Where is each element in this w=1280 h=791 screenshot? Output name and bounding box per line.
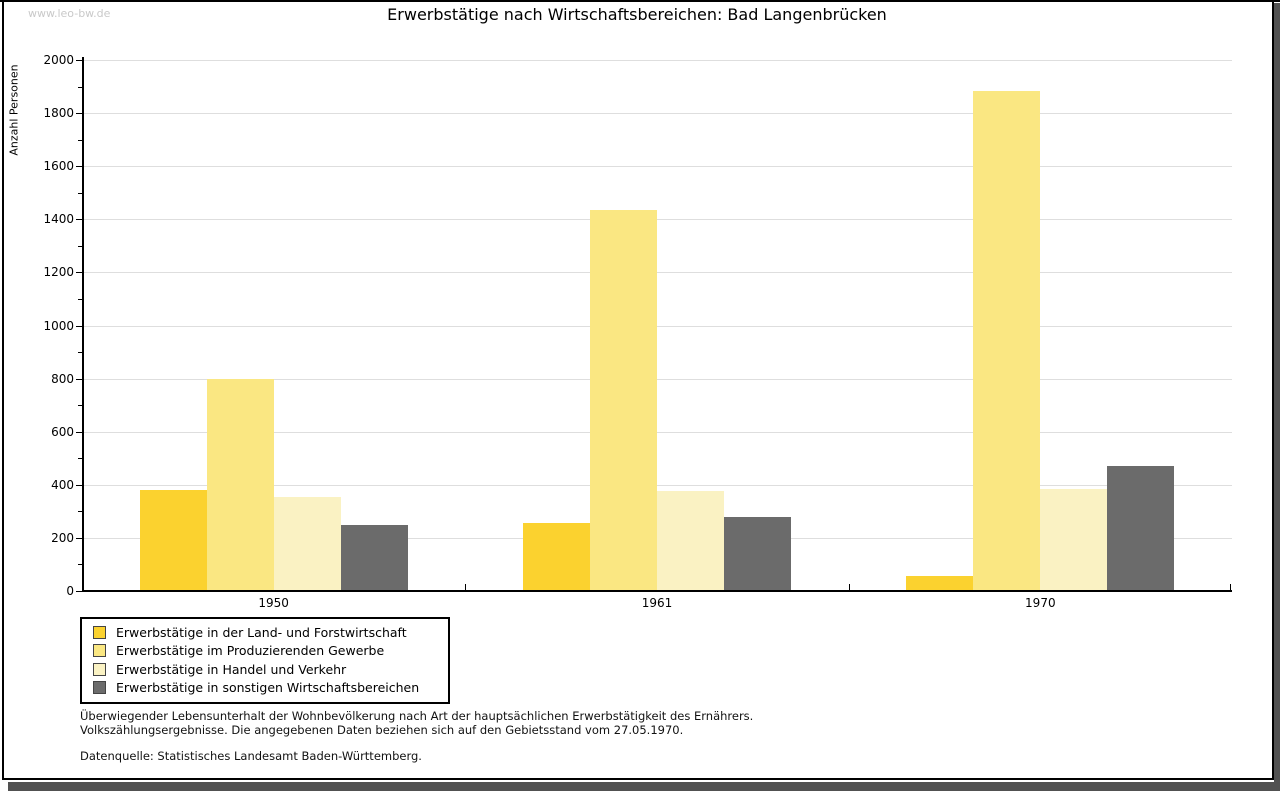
bar: [973, 90, 1041, 591]
legend-color-swatch: [93, 681, 106, 695]
y-tick-label: 1000: [43, 318, 74, 333]
y-tick-label: 1600: [43, 159, 74, 174]
legend-row: Erwerbstätige in der Land- und Forstwirt…: [90, 623, 440, 642]
x-tick-label: 1970: [1025, 596, 1056, 610]
legend-color-swatch: [93, 662, 106, 676]
legend-label: Erwerbstätige in der Land- und Forstwirt…: [116, 624, 407, 640]
y-tick-label: 1200: [43, 265, 74, 280]
y-minor-tick: [78, 564, 82, 566]
y-gridline: [82, 378, 1232, 380]
legend: Erwerbstätige in der Land- und Forstwirt…: [80, 617, 450, 704]
x-boundary-tick: [848, 584, 850, 590]
y-tick-label: 200: [51, 530, 74, 545]
y-gridline: [82, 166, 1232, 168]
y-minor-tick: [78, 405, 82, 407]
y-gridline: [82, 484, 1232, 486]
y-major-tick: [76, 325, 82, 327]
y-major-tick: [76, 484, 82, 486]
y-minor-tick: [78, 298, 82, 300]
y-minor-tick: [78, 86, 82, 88]
y-tick-label: 2000: [43, 53, 74, 67]
legend-row: Erwerbstätige in sonstigen Wirtschaftsbe…: [90, 679, 440, 698]
y-minor-tick: [78, 511, 82, 513]
bar: [590, 210, 657, 591]
y-major-tick: [76, 272, 82, 274]
y-major-tick: [76, 591, 82, 592]
x-boundary-tick: [1230, 584, 1231, 590]
y-tick-label: 1400: [43, 212, 74, 227]
legend-label: Erwerbstätige in sonstigen Wirtschaftsbe…: [116, 680, 420, 696]
y-minor-tick: [78, 139, 82, 141]
footnote-line-1: Überwiegender Lebensunterhalt der Wohnbe…: [80, 709, 754, 723]
bar: [1107, 466, 1175, 591]
frame-top-edge: [0, 0, 1280, 2]
x-tick-label: 1961: [641, 596, 673, 610]
footnote-line-2: Volkszählungsergebnisse. Die angegebenen…: [80, 723, 684, 737]
y-gridline: [82, 60, 1232, 61]
x-tick-label: 1950: [258, 596, 289, 610]
y-major-tick: [76, 60, 82, 61]
bar: [657, 491, 724, 591]
bar: [139, 490, 207, 591]
frame-shadow-right: [1274, 3, 1280, 791]
chart-title: Erwerbstätige nach Wirtschaftsbereichen:…: [387, 5, 887, 24]
y-tick-label: 400: [51, 477, 74, 492]
y-minor-tick: [78, 245, 82, 247]
y-major-tick: [76, 113, 82, 115]
bar: [273, 496, 341, 591]
x-boundary-tick: [465, 584, 467, 590]
y-tick-label: 600: [51, 424, 74, 439]
y-major-tick: [76, 219, 82, 221]
bar: [523, 523, 590, 591]
y-major-tick: [76, 166, 82, 168]
legend-label: Erwerbstätige in Handel und Verkehr: [116, 661, 347, 677]
y-minor-tick: [78, 192, 82, 194]
bar: [340, 524, 408, 591]
y-gridline: [82, 113, 1232, 115]
y-major-tick: [76, 431, 82, 433]
y-gridline: [82, 219, 1232, 221]
bar: [206, 378, 274, 591]
frame-shadow-bottom: [8, 782, 1280, 791]
legend-color-swatch: [93, 644, 106, 658]
y-tick-label: 800: [51, 371, 74, 386]
y-gridline: [82, 431, 1232, 433]
y-gridline: [82, 325, 1232, 327]
bar: [906, 576, 974, 591]
legend-label: Erwerbstätige im Produzierenden Gewerbe: [116, 643, 385, 659]
legend-color-swatch: [93, 625, 106, 639]
y-gridline: [82, 272, 1232, 274]
watermark: www.leo-bw.de: [28, 7, 111, 20]
bar: [724, 517, 791, 591]
bar: [1040, 488, 1108, 591]
legend-row: Erwerbstätige im Produzierenden Gewerbe: [90, 642, 440, 661]
legend-row: Erwerbstätige in Handel und Verkehr: [90, 660, 440, 679]
y-tick-label: 1800: [43, 106, 74, 121]
x-axis-line: [82, 590, 1232, 592]
data-source: Datenquelle: Statistisches Landesamt Bad…: [80, 749, 422, 763]
y-major-tick: [76, 378, 82, 380]
y-major-tick: [76, 537, 82, 539]
y-minor-tick: [78, 352, 82, 354]
y-axis-line: [82, 57, 84, 592]
y-minor-tick: [78, 458, 82, 460]
y-tick-label: 0: [66, 584, 74, 598]
